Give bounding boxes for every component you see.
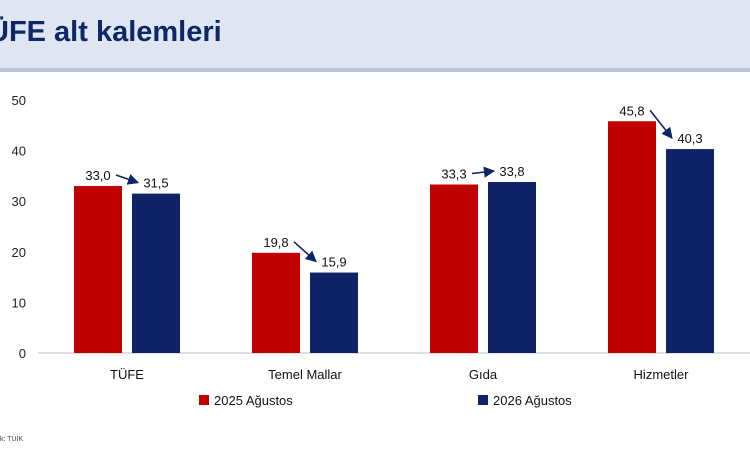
data-label: 31,5	[143, 176, 168, 191]
bar-chart: 0 10 20 30 40 50 33,0 31,5 TÜFE 19,8 15,9 Temel Mal…	[12, 93, 750, 408]
bar-2026	[310, 272, 358, 353]
y-tick-label: 30	[12, 194, 26, 209]
y-tick-label: 50	[12, 93, 26, 108]
change-arrow	[115, 174, 140, 185]
x-category-label: Temel Mallar	[268, 367, 342, 382]
x-category-label: Hizmetler	[634, 367, 690, 382]
bar-2026	[488, 181, 536, 353]
change-arrow	[293, 241, 317, 263]
title-band	[0, 0, 750, 68]
data-label: 45,8	[619, 103, 644, 118]
legend-label: 2025 Ağustos	[214, 393, 293, 408]
change-arrow	[649, 109, 673, 139]
bar-2026	[666, 149, 714, 353]
x-category-label: TÜFE	[110, 367, 144, 382]
data-label: 19,8	[263, 235, 288, 250]
data-label: 33,0	[85, 168, 110, 183]
data-label: 33,8	[499, 164, 524, 179]
legend-swatch	[199, 395, 209, 405]
title-underline	[0, 68, 750, 72]
bar-2025	[252, 252, 300, 353]
page-title: ÜFE alt kalemleri	[0, 16, 222, 48]
change-arrow	[471, 166, 496, 178]
source-note: k: TÜİK	[0, 436, 24, 443]
data-label: 40,3	[677, 131, 702, 146]
bar-2025	[430, 184, 478, 353]
bar-2025	[608, 121, 656, 353]
y-tick-label: 0	[19, 346, 26, 361]
data-label: 33,3	[441, 167, 466, 182]
y-tick-label: 10	[12, 295, 26, 310]
bar-2026	[132, 193, 180, 353]
legend-label: 2026 Ağustos	[493, 393, 572, 408]
data-label: 15,9	[321, 255, 346, 270]
y-tick-label: 40	[12, 144, 26, 159]
x-category-label: Gıda	[469, 367, 498, 382]
legend-swatch	[478, 395, 488, 405]
y-tick-label: 20	[12, 245, 26, 260]
bar-2025	[74, 186, 122, 353]
